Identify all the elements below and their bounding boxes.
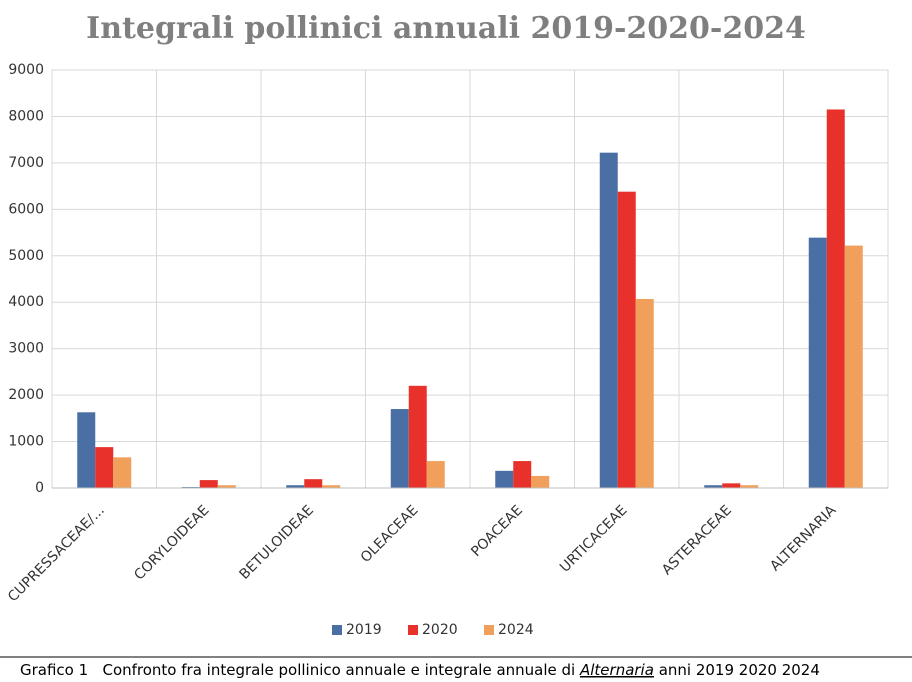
bar xyxy=(113,457,132,488)
bar xyxy=(304,479,323,488)
y-tick-label: 0 xyxy=(35,480,44,496)
bar xyxy=(77,412,96,488)
caption-italic: Alternaria xyxy=(579,661,654,679)
bar xyxy=(286,485,305,488)
y-tick-label: 4000 xyxy=(8,294,44,310)
chart-title: Integrali pollinici annuali 2019-2020-20… xyxy=(86,11,806,46)
bar xyxy=(635,298,654,488)
bar xyxy=(740,485,759,488)
bar xyxy=(390,409,409,488)
bar xyxy=(599,152,618,488)
caption: Grafico 1 Confronto fra integrale pollin… xyxy=(20,661,820,679)
bar xyxy=(322,485,341,488)
y-tick-label: 3000 xyxy=(8,341,44,357)
bar xyxy=(531,475,550,488)
legend-label: 2024 xyxy=(498,622,534,638)
bar xyxy=(722,483,741,488)
bar xyxy=(826,109,845,488)
caption-text: anni 2019 2020 2024 xyxy=(654,661,820,679)
caption-text: Grafico 1 Confronto fra integrale pollin… xyxy=(20,661,580,679)
y-tick-label: 6000 xyxy=(8,201,44,217)
y-tick-label: 5000 xyxy=(8,248,44,264)
y-tick-label: 9000 xyxy=(8,62,44,78)
y-tick-label: 7000 xyxy=(8,155,44,171)
bar xyxy=(617,191,636,488)
bar xyxy=(704,485,723,488)
bar xyxy=(217,485,236,488)
bar xyxy=(199,480,218,488)
bar xyxy=(808,237,827,488)
bar xyxy=(95,447,114,488)
bar xyxy=(844,245,863,488)
bar xyxy=(495,470,514,488)
bar xyxy=(408,385,427,488)
y-tick-label: 1000 xyxy=(8,434,44,450)
bar xyxy=(426,461,445,488)
bar xyxy=(513,461,532,488)
y-tick-label: 2000 xyxy=(8,387,44,403)
legend-swatch xyxy=(332,625,342,635)
legend-label: 2020 xyxy=(422,622,458,638)
legend-swatch xyxy=(408,625,418,635)
legend-label: 2019 xyxy=(346,622,382,638)
legend-swatch xyxy=(484,625,494,635)
y-tick-label: 8000 xyxy=(8,108,44,124)
